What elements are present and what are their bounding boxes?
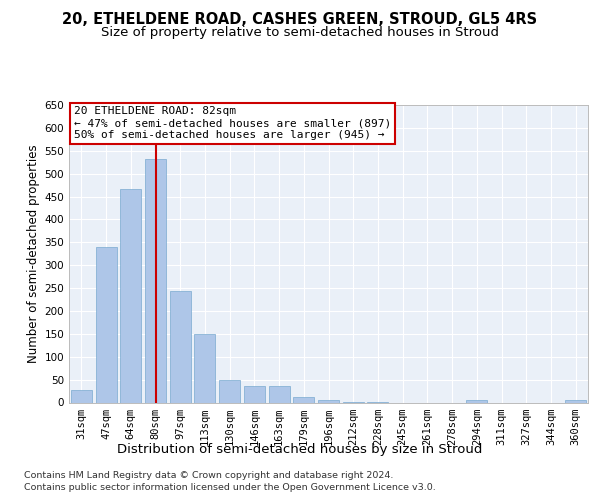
Bar <box>565 400 586 402</box>
Text: 20 ETHELDENE ROAD: 82sqm
← 47% of semi-detached houses are smaller (897)
50% of : 20 ETHELDENE ROAD: 82sqm ← 47% of semi-d… <box>74 106 391 140</box>
Bar <box>194 334 215 402</box>
Text: Contains HM Land Registry data © Crown copyright and database right 2024.: Contains HM Land Registry data © Crown c… <box>24 471 394 480</box>
Bar <box>293 396 314 402</box>
Bar <box>244 386 265 402</box>
Text: Distribution of semi-detached houses by size in Stroud: Distribution of semi-detached houses by … <box>118 442 482 456</box>
Bar <box>466 400 487 402</box>
Text: Size of property relative to semi-detached houses in Stroud: Size of property relative to semi-detach… <box>101 26 499 39</box>
Text: Contains public sector information licensed under the Open Government Licence v3: Contains public sector information licen… <box>24 484 436 492</box>
Bar <box>71 390 92 402</box>
Text: 20, ETHELDENE ROAD, CASHES GREEN, STROUD, GL5 4RS: 20, ETHELDENE ROAD, CASHES GREEN, STROUD… <box>62 12 538 28</box>
Bar <box>145 158 166 402</box>
Bar <box>120 189 141 402</box>
Bar <box>219 380 240 402</box>
Y-axis label: Number of semi-detached properties: Number of semi-detached properties <box>27 144 40 363</box>
Bar <box>318 400 339 402</box>
Bar <box>170 291 191 403</box>
Bar <box>269 386 290 402</box>
Bar <box>95 247 116 402</box>
